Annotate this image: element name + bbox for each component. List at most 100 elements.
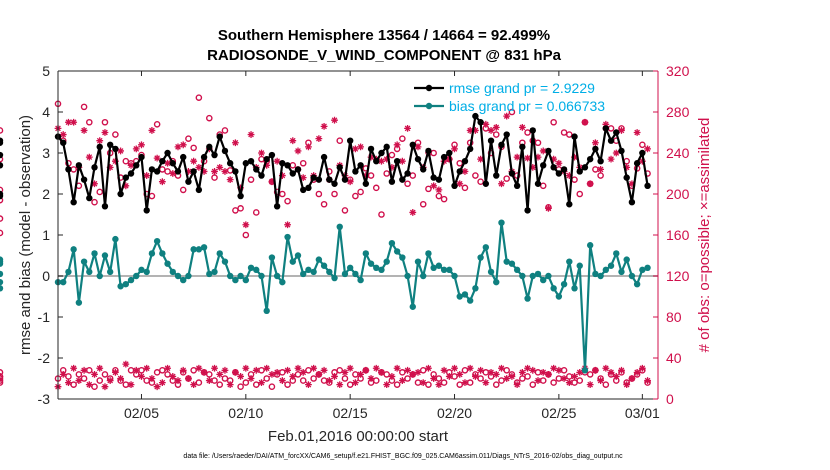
rmse-point — [138, 153, 145, 161]
obs-possible-marker — [0, 196, 4, 204]
obs-possible-marker — [96, 188, 104, 196]
obs-assimilated-marker — [482, 120, 490, 128]
obs-possible-low-marker — [299, 377, 307, 384]
bias-point — [618, 268, 625, 276]
obs-assimilated-low-marker — [91, 371, 98, 378]
obs-assimilated-marker — [644, 145, 651, 153]
bias-point — [294, 252, 302, 259]
obs-assimilated-low-marker — [351, 379, 359, 386]
bias-point — [60, 278, 67, 286]
obs-assimilated-low-marker — [419, 379, 427, 386]
obs-assimilated-low-marker — [231, 368, 239, 376]
obs-assimilated-low-marker — [132, 366, 140, 374]
rmse-point — [466, 145, 474, 153]
obs-assimilated-low-marker — [65, 379, 72, 386]
obs-assimilated-low-marker — [633, 368, 641, 376]
obs-assimilated-low-marker — [612, 373, 620, 380]
rmse-point — [341, 176, 349, 183]
bias-point — [346, 264, 354, 271]
bias-point — [226, 272, 234, 280]
obs-assimilated-low-marker — [200, 368, 208, 376]
obs-assimilated-low-marker — [299, 368, 307, 376]
bias-point — [70, 246, 77, 253]
obs-assimilated-marker — [466, 127, 474, 134]
rmse-point — [420, 166, 427, 173]
rmse-point — [263, 155, 270, 163]
rmse-point — [258, 172, 265, 179]
obs-assimilated-marker — [315, 135, 323, 143]
rmse-point — [65, 166, 72, 173]
obs-assimilated-marker — [628, 180, 636, 188]
obs-assimilated-marker — [638, 157, 646, 165]
obs-assimilated-marker — [91, 180, 98, 188]
rmse-point — [399, 176, 406, 183]
obs-assimilated-low-marker — [513, 381, 521, 389]
obs-assimilated-low-marker — [623, 381, 631, 389]
rmse-point — [378, 149, 385, 157]
rmse-point — [482, 180, 490, 187]
rmse-point — [607, 137, 615, 144]
rmse-point — [326, 176, 333, 183]
obs-assimilated-marker — [383, 155, 391, 163]
obs-possible-low-marker — [310, 375, 317, 382]
obs-possible-marker — [122, 157, 130, 165]
obs-assimilated-marker — [451, 145, 458, 153]
y-tick-label: -3 — [38, 391, 51, 407]
obs-possible-marker — [456, 159, 464, 167]
obs-assimilated-marker — [216, 163, 224, 171]
bias-point — [420, 272, 427, 280]
obs-assimilated-low-marker — [96, 364, 104, 372]
bias-point — [331, 274, 338, 282]
bias-point — [555, 293, 563, 300]
obs-assimilated-marker — [143, 172, 151, 179]
obs-possible-marker — [237, 205, 244, 212]
y2-tick-label: 280 — [666, 104, 690, 120]
obs-possible-marker — [477, 178, 484, 185]
rmse-point — [477, 119, 484, 126]
obs-assimilated-low-marker — [195, 364, 203, 372]
rmse-point — [571, 133, 578, 140]
obs-assimilated-marker — [190, 157, 198, 165]
obs-assimilated-low-marker — [289, 373, 297, 380]
bias-point — [310, 268, 317, 276]
obs-possible-marker — [492, 131, 500, 138]
obs-assimilated-marker — [242, 221, 250, 229]
rmse-point — [289, 170, 296, 177]
obs-assimilated-low-marker — [346, 364, 354, 372]
obs-assimilated-low-marker — [404, 366, 411, 374]
rmse-point — [174, 168, 182, 175]
obs-possible-low-marker — [576, 377, 584, 384]
bias-point — [96, 272, 103, 280]
obs-possible-marker — [404, 180, 411, 188]
y2-tick-label: 320 — [666, 63, 690, 79]
bias-point — [326, 268, 333, 276]
obs-assimilated-marker — [513, 153, 521, 161]
x-tick-label: 02/05 — [124, 405, 159, 421]
rmse-point — [153, 168, 161, 175]
obs-assimilated-low-marker — [518, 368, 526, 376]
bias-point — [112, 235, 119, 243]
bias-point — [446, 266, 453, 274]
obs-possible-marker — [284, 197, 291, 205]
rmse-point — [60, 139, 67, 146]
obs-assimilated-marker — [85, 153, 93, 161]
data-file-footer: data file: /Users/raeder/DAI/ATM_forcXX/… — [183, 453, 623, 460]
bias-point — [586, 242, 594, 249]
obs-possible-marker — [419, 200, 427, 208]
obs-assimilated-marker — [362, 172, 370, 179]
rmse-point — [242, 160, 250, 167]
rmse-point — [592, 145, 599, 153]
rmse-point — [352, 168, 359, 175]
rmse-point — [362, 180, 370, 187]
rmse-point — [623, 174, 630, 181]
rmse-point — [618, 147, 625, 155]
rmse-point — [446, 149, 453, 157]
rmse-point — [555, 170, 563, 177]
bias-point — [623, 256, 630, 263]
obs-assimilated-marker — [524, 154, 531, 162]
obs-assimilated-low-marker — [524, 364, 531, 372]
rmse-point — [273, 203, 281, 210]
bias-point — [169, 268, 176, 276]
obs-possible-marker — [179, 186, 187, 194]
obs-possible-marker — [320, 200, 328, 208]
